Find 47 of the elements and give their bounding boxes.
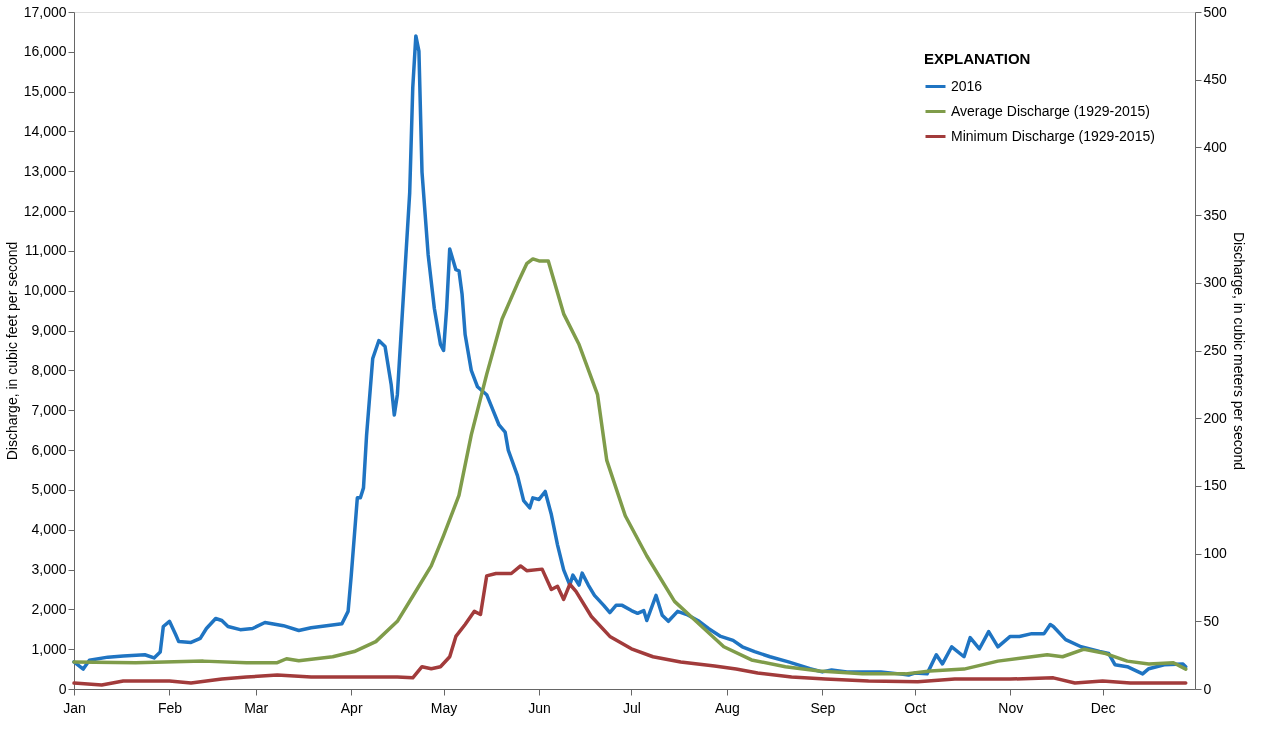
y2-tick-label: 0	[1203, 680, 1212, 697]
y-tick-label: 8,000	[31, 361, 67, 378]
y-tick-label: 11,000	[24, 242, 67, 259]
x-tick-label: Mar	[244, 699, 269, 716]
y2-tick-label: 300	[1203, 274, 1228, 291]
y-axis-title: Discharge, in cubic feet per second	[3, 241, 20, 461]
x-tick-label: May	[430, 699, 458, 716]
y-tick-label: 3,000	[31, 561, 67, 578]
x-tick-label: Oct	[904, 699, 927, 716]
y-tick-label: 5,000	[31, 481, 67, 498]
x-tick-label: Jan	[63, 699, 86, 716]
y2-tick-label: 150	[1203, 477, 1228, 494]
y2-tick-label: 450	[1203, 71, 1228, 88]
x-tick-label: Jul	[622, 699, 641, 716]
y2-tick-label: 50	[1203, 612, 1220, 629]
x-tick-label: Aug	[714, 699, 740, 716]
y-tick-label: 15,000	[23, 83, 67, 100]
y-tick-label: 16,000	[23, 43, 67, 60]
y-tick-label: 2,000	[31, 600, 67, 617]
y-tick-label: 9,000	[31, 322, 67, 339]
y2-tick-label: 250	[1203, 342, 1228, 358]
y2-tick-label: 200	[1203, 409, 1228, 426]
y2-tick-label: 400	[1203, 138, 1228, 155]
x-tick-label: Nov	[998, 699, 1024, 716]
legend-label: Minimum Discharge (1929-2015)	[951, 127, 1155, 144]
y-tick-label: 1,000	[31, 640, 67, 657]
legend-label: Average Discharge (1929-2015)	[951, 102, 1150, 119]
x-tick-label: Jun	[528, 699, 551, 716]
x-tick-label: Apr	[340, 699, 363, 716]
x-tick-label: Sep	[810, 699, 836, 716]
x-tick-label: Dec	[1090, 699, 1116, 716]
y-tick-label: 10,000	[23, 282, 67, 299]
y2-tick-label: 500	[1203, 3, 1228, 20]
legend-title: EXPLANATION	[924, 50, 1031, 67]
y-tick-label: 7,000	[31, 401, 67, 418]
y2-tick-label: 350	[1203, 206, 1228, 223]
y-tick-label: 6,000	[31, 441, 67, 458]
y-tick-label: 14,000	[23, 122, 67, 139]
y-tick-label: 17,000	[23, 3, 67, 20]
y-tick-label: 13,000	[23, 162, 67, 179]
legend-label: 2016	[951, 77, 983, 94]
x-tick-label: Feb	[157, 699, 183, 716]
y-tick-label: 4,000	[31, 521, 67, 538]
y2-tick-label: 100	[1203, 545, 1228, 562]
y-tick-label: 0	[58, 680, 67, 697]
y2-axis-title: Discharge, in cubic meters per second	[1230, 231, 1247, 471]
y-tick-label: 12,000	[23, 202, 67, 219]
